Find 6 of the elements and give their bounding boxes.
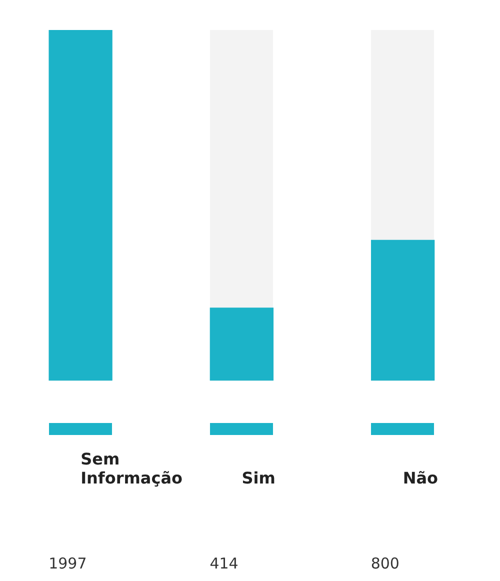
data-label: 1997	[48, 554, 87, 572]
x-tick-label: Sim	[242, 468, 276, 488]
x-tick-label: Sem Informação	[80, 449, 182, 488]
data-label: 414	[210, 554, 238, 572]
x-tick-label: Não	[402, 468, 438, 488]
data-label: 800	[370, 554, 400, 572]
